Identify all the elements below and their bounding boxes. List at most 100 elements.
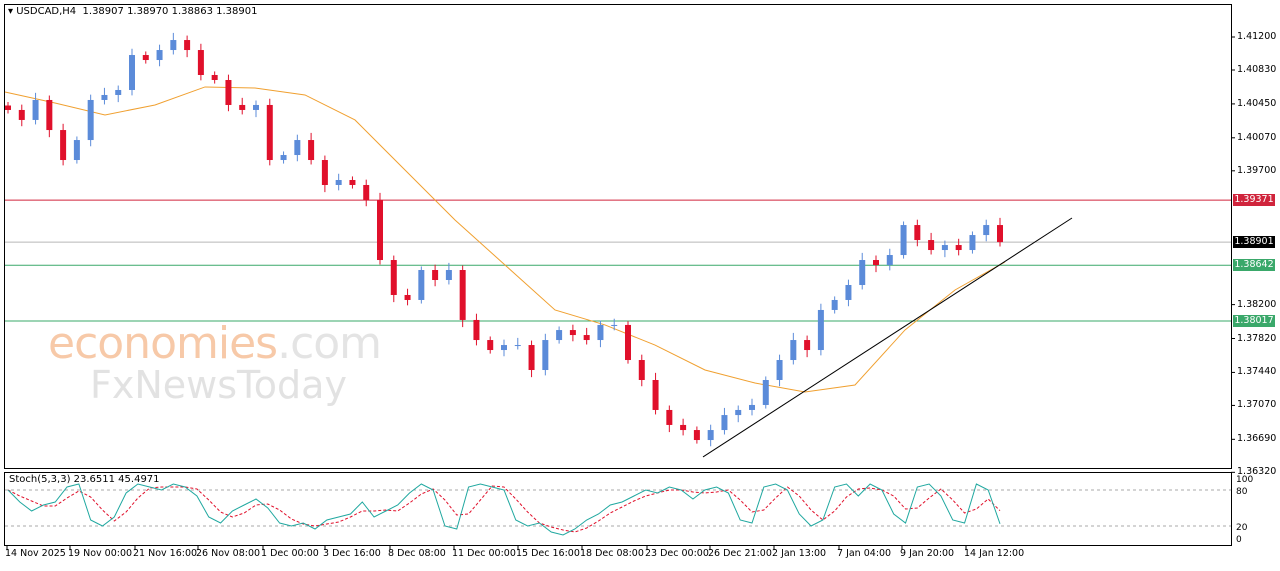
candle-body xyxy=(776,360,783,380)
candle-body xyxy=(156,50,163,61)
x-tick-label: 23 Dec 00:00 xyxy=(645,548,709,559)
x-tick-label: 1 Dec 00:00 xyxy=(261,548,319,559)
candle-body xyxy=(73,140,80,161)
candle-body xyxy=(404,294,411,300)
candle-body xyxy=(101,94,108,100)
candle-body xyxy=(542,340,549,371)
x-tick-label: 7 Jan 04:00 xyxy=(837,548,892,559)
candle-body xyxy=(528,345,535,371)
candle-body xyxy=(197,50,204,76)
candle-body xyxy=(225,79,232,105)
watermark-brand: economies xyxy=(48,318,278,369)
candle-body xyxy=(266,104,273,161)
stoch-pane-border xyxy=(4,472,1232,546)
watermark-logo: economies.com xyxy=(48,318,382,369)
x-tick-label: 14 Jan 12:00 xyxy=(964,548,1025,559)
y-tick-label: 1.36690 xyxy=(1237,433,1277,445)
x-tick-label: 15 Dec 16:00 xyxy=(516,548,580,559)
y-tick-label: 1.37820 xyxy=(1237,332,1277,344)
candle-body xyxy=(115,89,122,95)
candle-body xyxy=(817,309,824,351)
candle-body xyxy=(211,75,218,80)
candle-body xyxy=(556,330,563,341)
candle-body xyxy=(87,99,94,141)
y-tick-label: 1.39700 xyxy=(1237,164,1277,176)
candle-body xyxy=(859,260,866,285)
price-tag: 1.38901 xyxy=(1233,236,1275,249)
candle-body xyxy=(5,105,11,110)
candle-body xyxy=(941,245,948,251)
price-tag: 1.38642 xyxy=(1233,259,1275,272)
candle-body xyxy=(845,284,852,300)
candle-body xyxy=(32,99,39,120)
y-tick-label: 1.37070 xyxy=(1237,399,1277,411)
candle-body xyxy=(473,319,480,341)
x-tick-label: 3 Dec 16:00 xyxy=(323,548,381,559)
candle-body xyxy=(294,140,301,156)
candle-body xyxy=(721,415,728,431)
candle-body xyxy=(445,270,452,280)
candle-body xyxy=(60,130,67,161)
symbol-label: USDCAD,H4 xyxy=(16,6,77,17)
candle-body xyxy=(377,199,383,261)
candle-body xyxy=(170,40,177,51)
x-tick-label: 26 Dec 21:00 xyxy=(708,548,772,559)
candle-body xyxy=(46,99,53,131)
candle-body xyxy=(184,40,191,51)
candle-body xyxy=(432,270,439,280)
candle-body xyxy=(900,225,907,256)
candle-body xyxy=(459,270,466,320)
candle-body xyxy=(501,345,507,351)
candle-body xyxy=(680,424,687,431)
candle-body xyxy=(625,324,631,361)
candle-body xyxy=(390,260,397,295)
price-tag: 1.38017 xyxy=(1233,314,1275,327)
y-tick-label: 1.38200 xyxy=(1237,298,1277,310)
x-tick-label: 11 Dec 00:00 xyxy=(452,548,516,559)
candle-body xyxy=(514,345,521,347)
candle-body xyxy=(873,260,879,266)
chart-header: ▾ USDCAD,H4 1.38907 1.38970 1.38863 1.38… xyxy=(8,6,257,17)
x-tick-label: 9 Jan 20:00 xyxy=(900,548,955,559)
x-tick-label: 21 Nov 16:00 xyxy=(133,548,198,559)
y-tick-label: 1.37440 xyxy=(1237,366,1277,378)
dropdown-arrow-icon[interactable]: ▾ xyxy=(8,6,14,17)
candle-body xyxy=(666,409,673,425)
x-tick-label: 2 Jan 13:00 xyxy=(772,548,827,559)
candle-body xyxy=(611,324,618,326)
stoch-d-line xyxy=(7,485,1001,533)
x-tick-label: 8 Dec 08:00 xyxy=(388,548,446,559)
candle-body xyxy=(928,240,935,251)
y-tick-label: 1.36320 xyxy=(1237,466,1277,478)
y-tick-label: 1.41200 xyxy=(1237,31,1277,42)
candle-body xyxy=(638,360,645,380)
candle-body xyxy=(583,335,590,341)
candle-body xyxy=(418,270,425,300)
moving-average-line xyxy=(4,86,1006,393)
trendline xyxy=(702,217,1073,458)
candle-body xyxy=(914,225,921,241)
candle-body xyxy=(955,245,962,251)
candle-body xyxy=(321,160,328,185)
y-tick-label: 1.40070 xyxy=(1237,131,1277,143)
main-pane-border xyxy=(4,4,1232,469)
watermark-suffix: .com xyxy=(277,318,382,369)
candle-body xyxy=(652,379,659,410)
candle-body xyxy=(253,104,259,110)
candle-body xyxy=(997,225,1003,243)
candle-body xyxy=(335,179,342,185)
candle-body xyxy=(363,184,370,200)
stoch-label: Stoch(5,3,3) 23.6511 45.4971 xyxy=(9,474,160,485)
x-tick-label: 26 Nov 08:00 xyxy=(196,548,261,559)
watermark-sub: FxNewsToday xyxy=(90,363,347,407)
stoch-level-label: 80 xyxy=(1236,487,1248,497)
candle-body xyxy=(831,299,838,310)
candle-body xyxy=(886,255,893,266)
candle-body xyxy=(762,379,769,405)
stoch-k-line xyxy=(7,483,1001,536)
price-tag: 1.39371 xyxy=(1233,194,1275,207)
candle-body xyxy=(749,404,755,410)
stoch-level-label: 100 xyxy=(1236,475,1253,485)
